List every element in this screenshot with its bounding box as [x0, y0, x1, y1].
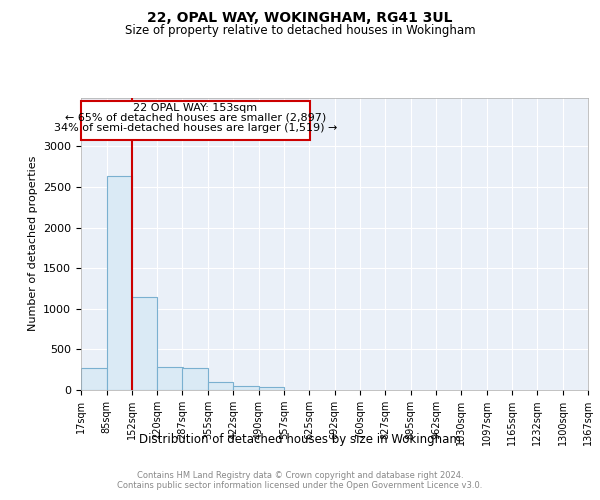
Bar: [132, 296, 157, 390]
Text: Distribution of detached houses by size in Wokingham: Distribution of detached houses by size …: [139, 432, 461, 446]
Text: Contains HM Land Registry data © Crown copyright and database right 2024.: Contains HM Land Registry data © Crown c…: [137, 471, 463, 480]
FancyBboxPatch shape: [81, 101, 310, 140]
Text: Size of property relative to detached houses in Wokingham: Size of property relative to detached ho…: [125, 24, 475, 37]
Text: 22, OPAL WAY, WOKINGHAM, RG41 3UL: 22, OPAL WAY, WOKINGHAM, RG41 3UL: [147, 11, 453, 25]
Bar: [233, 386, 259, 390]
Bar: [107, 176, 132, 390]
Text: 22 OPAL WAY: 153sqm: 22 OPAL WAY: 153sqm: [133, 103, 257, 113]
Bar: [182, 368, 208, 390]
Text: ← 65% of detached houses are smaller (2,897): ← 65% of detached houses are smaller (2,…: [65, 113, 326, 123]
Bar: [208, 382, 233, 390]
Y-axis label: Number of detached properties: Number of detached properties: [28, 156, 38, 332]
Text: 34% of semi-detached houses are larger (1,519) →: 34% of semi-detached houses are larger (…: [54, 122, 337, 132]
Bar: [157, 367, 183, 390]
Text: Contains public sector information licensed under the Open Government Licence v3: Contains public sector information licen…: [118, 481, 482, 490]
Bar: [81, 368, 107, 390]
Bar: [259, 387, 284, 390]
